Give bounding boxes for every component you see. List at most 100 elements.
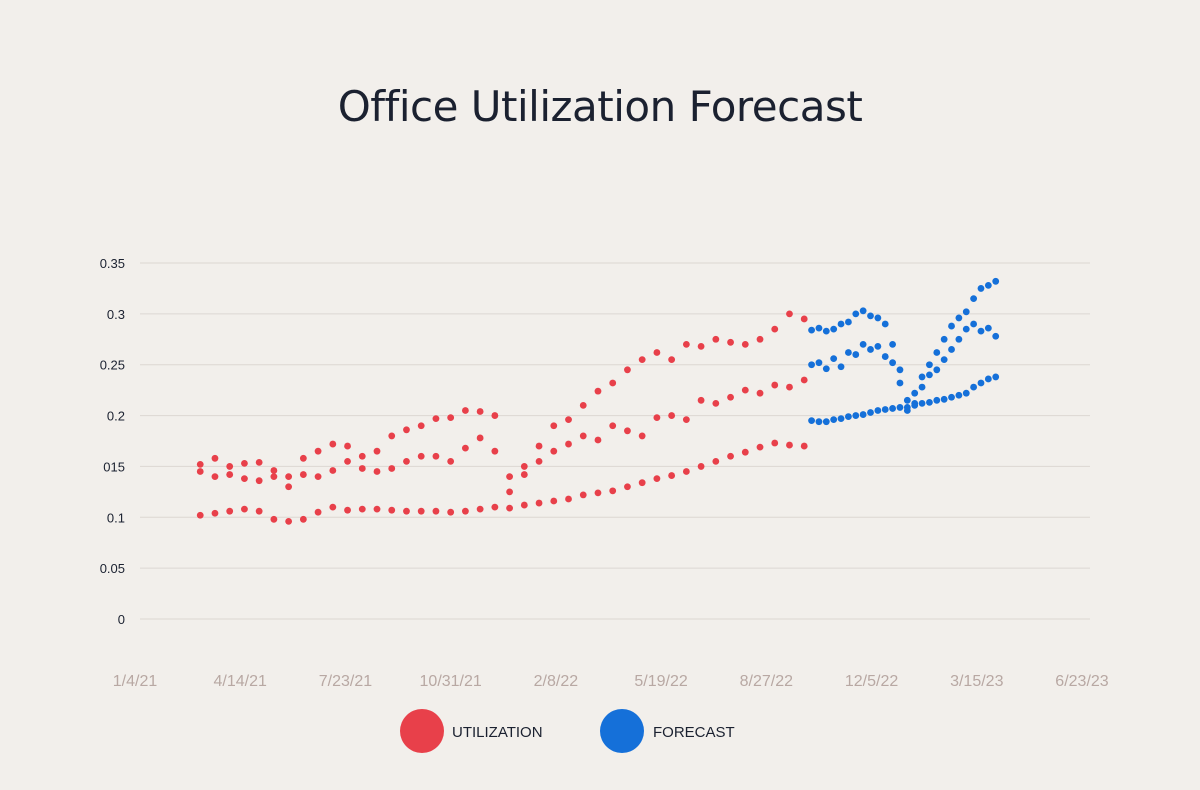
utilization-point (447, 414, 455, 422)
forecast-point (852, 310, 860, 318)
utilization-point (771, 439, 779, 447)
utilization-point (535, 457, 543, 465)
utilization-point (727, 452, 734, 460)
utilization-point (447, 457, 455, 465)
legend-label-utilization: UTILIZATION (452, 724, 543, 741)
x-tick-label: 8/27/22 (740, 673, 793, 690)
forecast-point (984, 375, 992, 383)
x-tick-label: 2/8/22 (534, 673, 579, 690)
utilization-point (609, 487, 617, 495)
forecast-point (859, 411, 867, 418)
utilization-point (579, 432, 587, 440)
forecast-point (859, 340, 867, 348)
utilization-point (506, 488, 513, 496)
utilization-point (697, 396, 705, 404)
utilization-point (624, 483, 631, 491)
utilization-point (756, 335, 764, 343)
forecast-point (896, 379, 904, 387)
utilization-point (786, 383, 793, 391)
utilization-point (727, 338, 734, 346)
utilization-point (285, 483, 293, 491)
utilization-point (476, 434, 484, 442)
utilization-point (653, 475, 661, 483)
utilization-point (314, 473, 322, 480)
utilization-point (196, 460, 204, 468)
utilization-point (712, 399, 720, 407)
forecast-point (940, 356, 948, 364)
utilization-point (594, 489, 602, 497)
x-tick-label: 4/14/21 (214, 673, 267, 690)
forecast-point (940, 335, 948, 343)
forecast-point (984, 281, 992, 289)
utilization-point (432, 415, 440, 423)
utilization-point (535, 499, 543, 507)
x-tick-label: 3/15/23 (950, 673, 1003, 690)
utilization-point (800, 442, 808, 450)
grid-lines (140, 262, 1090, 620)
utilization-point (800, 376, 808, 384)
utilization-point (403, 426, 410, 434)
utilization-point (211, 473, 219, 480)
forecast-point (948, 346, 955, 353)
x-tick-label: 7/23/21 (319, 673, 372, 690)
utilization-point (403, 457, 410, 465)
forecast-point (881, 406, 889, 413)
forecast-point (837, 320, 845, 328)
utilization-point (270, 467, 278, 474)
forecast-point (948, 322, 955, 330)
forecast-point (896, 404, 904, 411)
utilization-point (786, 310, 793, 318)
utilization-point (388, 506, 396, 514)
utilization-point (344, 506, 351, 514)
utilization-point (520, 471, 528, 478)
utilization-point (432, 452, 440, 460)
utilization-point (461, 507, 469, 515)
utilization-point (550, 422, 558, 430)
forecast-point (874, 407, 882, 414)
utilization-point (506, 473, 513, 480)
legend-item-utilization[interactable]: UTILIZATION (400, 709, 543, 753)
forecast-point (962, 308, 970, 316)
utilization-point (226, 507, 234, 515)
forecast-point (845, 413, 852, 420)
forecast-point (926, 398, 933, 406)
legend-marker-utilization (400, 709, 444, 753)
utilization-point (520, 463, 528, 470)
utilization-point (712, 335, 720, 343)
forecast-point (918, 383, 926, 391)
utilization-point (668, 472, 676, 479)
utilization-point (624, 427, 631, 435)
legend-item-forecast[interactable]: FORECAST (600, 709, 735, 753)
utilization-point (550, 497, 558, 505)
forecast-point (822, 418, 830, 426)
legend-marker-forecast (600, 709, 644, 753)
legend: UTILIZATION FORECAST (400, 709, 735, 753)
forecast-point (830, 355, 838, 363)
utilization-point (270, 473, 278, 480)
utilization-point (314, 447, 322, 455)
forecast-point (992, 373, 1000, 381)
utilization-point (609, 379, 617, 387)
forecast-point (992, 277, 1000, 285)
y-tick-label: 0.25 (100, 358, 125, 373)
forecast-point (815, 359, 823, 367)
utilization-point (285, 473, 293, 480)
forecast-point (889, 359, 896, 367)
utilization-point (461, 407, 469, 414)
utilization-point (771, 381, 779, 389)
utilization-point (491, 447, 499, 455)
utilization-point (432, 507, 440, 515)
utilization-point (491, 412, 499, 419)
utilization-point (299, 454, 307, 462)
forecast-point (845, 318, 852, 326)
forecast-point (948, 393, 955, 401)
utilization-point (668, 412, 676, 419)
utilization-point (373, 447, 381, 455)
forecast-point (822, 365, 830, 373)
utilization-point (565, 495, 572, 503)
utilization-point (241, 475, 248, 483)
utilization-point (344, 457, 351, 465)
y-tick-label: 0.35 (100, 256, 125, 271)
utilization-point (771, 325, 779, 333)
x-tick-label: 10/31/21 (420, 673, 482, 690)
